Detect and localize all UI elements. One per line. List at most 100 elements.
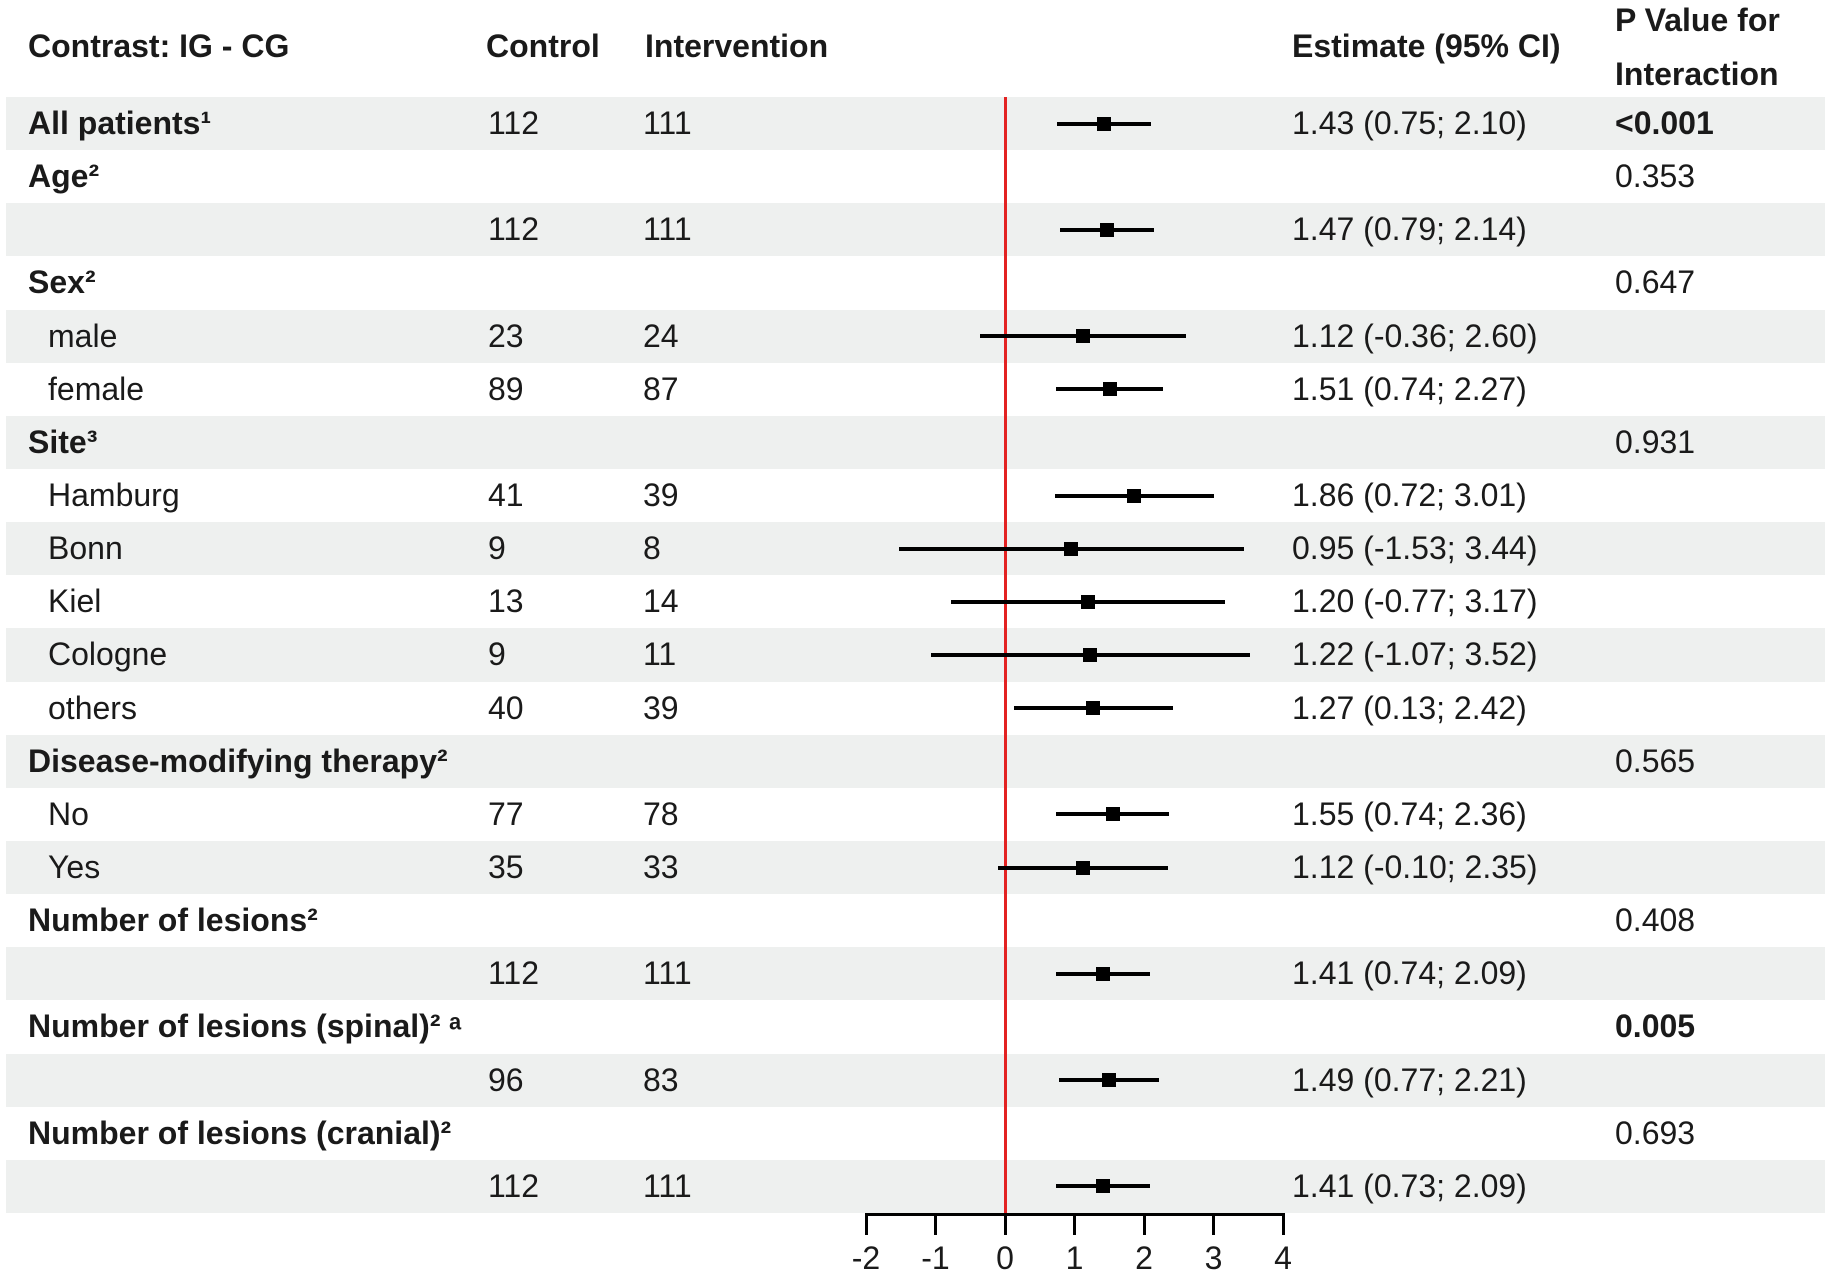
point-estimate-marker	[1095, 966, 1110, 981]
x-axis-tick-label: 3	[1204, 1240, 1223, 1276]
estimate-ci-text: 1.86 (0.72; 3.01)	[1292, 477, 1527, 513]
p-value-interaction: 0.647	[1615, 264, 1696, 301]
p-value-interaction: 0.693	[1615, 1114, 1696, 1151]
row-label: Age²	[28, 158, 100, 195]
estimate-ci-text: 1.41 (0.73; 2.09)	[1292, 1167, 1527, 1204]
column-header-pvalue-line1: P Value for	[1615, 2, 1780, 38]
control-n: 77	[488, 795, 524, 832]
row-label: Number of lesions (cranial)²	[28, 1114, 452, 1151]
point-estimate-marker	[1102, 382, 1117, 397]
table-row: Hamburg 41 39 1.86 (0.72; 3.01)	[6, 469, 1825, 522]
table-row: 112 111 1.41 (0.74; 2.09)	[6, 947, 1825, 1001]
row-label: Number of lesions (spinal)² ᵃ	[28, 1008, 462, 1045]
x-axis-tick	[1073, 1213, 1076, 1235]
table-row: Number of lesions (cranial)² 0.693	[6, 1107, 1825, 1160]
estimate-ci-text: 1.41 (0.74; 2.09)	[1292, 955, 1527, 992]
point-estimate-marker	[1127, 488, 1142, 503]
row-label: Number of lesions²	[28, 902, 318, 939]
estimate-ci-text: 1.12 (-0.10; 2.35)	[1292, 849, 1538, 885]
row-label: Yes	[48, 849, 101, 885]
intervention-n: 8	[643, 530, 661, 567]
control-n: 35	[488, 849, 524, 885]
point-estimate-marker	[1081, 594, 1096, 609]
estimate-ci-text: 1.49 (0.77; 2.21)	[1292, 1061, 1527, 1098]
intervention-n: 78	[643, 795, 679, 832]
table-row: male 23 24 1.12 (-0.36; 2.60)	[6, 309, 1825, 363]
x-axis-tick	[1142, 1213, 1146, 1235]
intervention-n: 111	[643, 105, 692, 141]
x-axis-tick-label: -2	[851, 1240, 881, 1276]
intervention-n: 39	[643, 689, 679, 726]
control-n: 96	[488, 1061, 524, 1098]
control-n: 40	[488, 689, 524, 726]
estimate-ci-text: 1.51 (0.74; 2.27)	[1292, 370, 1527, 407]
column-header-control: Control	[486, 28, 600, 64]
x-axis-tick-label: 0	[996, 1240, 1014, 1276]
column-header-pvalue-line2: Interaction	[1615, 56, 1779, 92]
table-row: 96 83 1.49 (0.77; 2.21)	[6, 1053, 1825, 1107]
table-row: Disease-modifying therapy² 0.565	[6, 734, 1825, 788]
control-n: 112	[488, 955, 540, 992]
point-estimate-marker	[1064, 541, 1079, 556]
table-row: Number of lesions² 0.408	[6, 894, 1825, 947]
row-label: others	[48, 689, 137, 726]
table-row: Age² 0.353	[6, 150, 1825, 203]
p-value-interaction: 0.565	[1615, 742, 1696, 779]
control-n: 13	[488, 583, 524, 620]
control-n: 112	[488, 211, 540, 248]
row-label: Disease-modifying therapy²	[28, 742, 448, 779]
point-estimate-marker	[1105, 807, 1120, 822]
control-n: 89	[488, 370, 524, 407]
table-row: No 77 78 1.55 (0.74; 2.36)	[6, 788, 1825, 841]
table-row: Number of lesions (spinal)² ᵃ 0.005	[6, 1000, 1825, 1053]
p-value-interaction: 0.005	[1615, 1008, 1696, 1045]
table-row: others 40 39 1.27 (0.13; 2.42)	[6, 682, 1825, 735]
row-label: Sex²	[28, 264, 96, 301]
column-header-estimate: Estimate (95% CI)	[1292, 28, 1561, 64]
x-axis-tick-label: 4	[1274, 1240, 1292, 1276]
intervention-n: 11	[643, 636, 677, 673]
column-header-intervention: Intervention	[645, 28, 829, 64]
control-n: 23	[488, 317, 524, 354]
p-value-interaction: <0.001	[1615, 105, 1714, 141]
estimate-ci-text: 1.22 (-1.07; 3.52)	[1292, 636, 1538, 673]
estimate-ci-text: 1.55 (0.74; 2.36)	[1292, 795, 1527, 832]
table-row: Kiel 13 14 1.20 (-0.77; 3.17)	[6, 575, 1825, 628]
intervention-n: 83	[643, 1061, 679, 1098]
point-estimate-marker	[1100, 222, 1115, 237]
point-estimate-marker	[1075, 860, 1090, 875]
intervention-n: 33	[643, 849, 679, 885]
control-n: 9	[488, 636, 506, 673]
x-axis-tick-label: -1	[921, 1240, 950, 1276]
column-header-contrast: Contrast: IG - CG	[28, 28, 290, 64]
row-label: male	[48, 317, 118, 354]
table-row: female 89 87 1.51 (0.74; 2.27)	[6, 363, 1825, 416]
row-label: Site³	[28, 423, 98, 460]
table-row: 112 111 1.47 (0.79; 2.14)	[6, 203, 1825, 257]
x-axis-tick	[934, 1213, 937, 1235]
point-estimate-marker	[1086, 701, 1101, 716]
control-n: 112	[488, 105, 540, 141]
intervention-n: 39	[643, 477, 679, 513]
point-estimate-marker	[1095, 1179, 1110, 1194]
row-label: No	[48, 795, 89, 832]
estimate-ci-text: 0.95 (-1.53; 3.44)	[1292, 530, 1538, 567]
x-axis-tick	[1212, 1213, 1215, 1235]
p-value-interaction: 0.931	[1615, 423, 1696, 460]
estimate-ci-text: 1.20 (-0.77; 3.17)	[1292, 583, 1538, 620]
x-axis-tick-label: 1	[1065, 1240, 1084, 1276]
control-n: 9	[488, 530, 506, 567]
control-n: 41	[488, 477, 524, 513]
point-estimate-marker	[1082, 648, 1097, 662]
row-label: Hamburg	[48, 477, 180, 513]
intervention-n: 24	[643, 317, 679, 354]
x-axis-tick	[1281, 1213, 1285, 1235]
intervention-n: 87	[643, 370, 679, 407]
control-n: 112	[488, 1167, 540, 1204]
row-label: Kiel	[48, 583, 102, 620]
estimate-ci-text: 1.27 (0.13; 2.42)	[1292, 689, 1527, 726]
x-axis-tick	[864, 1213, 868, 1235]
